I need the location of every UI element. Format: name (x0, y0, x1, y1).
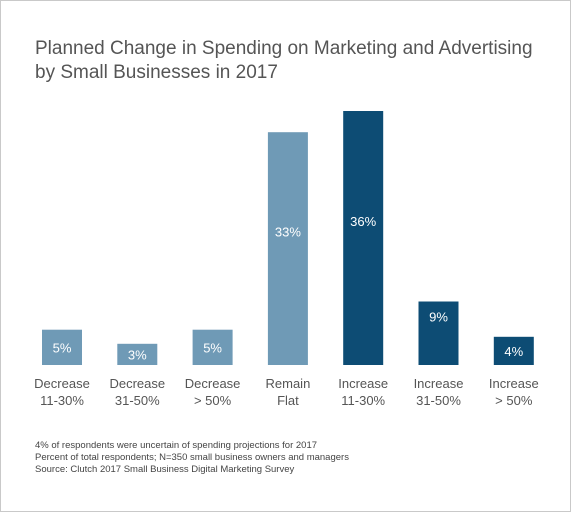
chart-title-line-1: Planned Change in Spending on Marketing … (35, 38, 533, 59)
bar-value-label-1: 3% (128, 347, 147, 362)
bar-value-label-3: 33% (275, 225, 301, 240)
category-label-4-line-1: Increase (338, 376, 388, 391)
bar-6 (493, 336, 534, 365)
footnotes: 4% of respondents were uncertain of spen… (35, 440, 535, 476)
bar-2 (192, 329, 233, 365)
category-label-4-line-2: 11-30% (341, 393, 385, 408)
category-label-1-line-2: 31-50% (115, 393, 160, 408)
bar-value-label-4: 36% (350, 214, 376, 229)
bar-1 (117, 343, 158, 365)
bar-4 (343, 111, 384, 365)
category-label-6-line-2: > 50% (495, 393, 533, 408)
category-label-1-line-1: Decrease (109, 376, 165, 391)
category-label-5-line-1: Increase (414, 376, 464, 391)
footnote-respondents: Percent of total respondents; N=350 smal… (35, 452, 349, 463)
category-label-2-line-1: Decrease (185, 376, 241, 391)
category-label-3-line-1: Remain (266, 376, 311, 391)
category-label-0-line-1: Decrease (34, 376, 90, 391)
footnote-source: Source: Clutch 2017 Small Business Digit… (35, 464, 295, 475)
bar-chart: 5% Decrease 11-30% 3% Decrease 31-50% 5% Decrea… (34, 111, 539, 408)
footnote-uncertain: 4% of respondents were uncertain of spen… (35, 440, 318, 451)
category-label-5-line-2: 31-50% (416, 393, 461, 408)
category-label-3-line-2: Flat (277, 393, 299, 408)
category-label-6-line-1: Increase (489, 376, 539, 391)
bar-value-label-0: 5% (53, 340, 72, 355)
chart-title: Planned Change in Spending on Marketing … (35, 37, 535, 85)
bar-value-label-5: 9% (429, 309, 448, 324)
bar-0 (42, 329, 82, 365)
bar-value-label-2: 5% (203, 340, 222, 355)
bar-value-label-6: 4% (504, 344, 523, 359)
category-label-0-line-2: 11-30% (40, 393, 84, 408)
category-label-2-line-2: > 50% (194, 393, 232, 408)
bar-3 (267, 132, 308, 365)
bar-5 (418, 301, 459, 365)
chart-title-line-2: by Small Businesses in 2017 (35, 62, 278, 83)
